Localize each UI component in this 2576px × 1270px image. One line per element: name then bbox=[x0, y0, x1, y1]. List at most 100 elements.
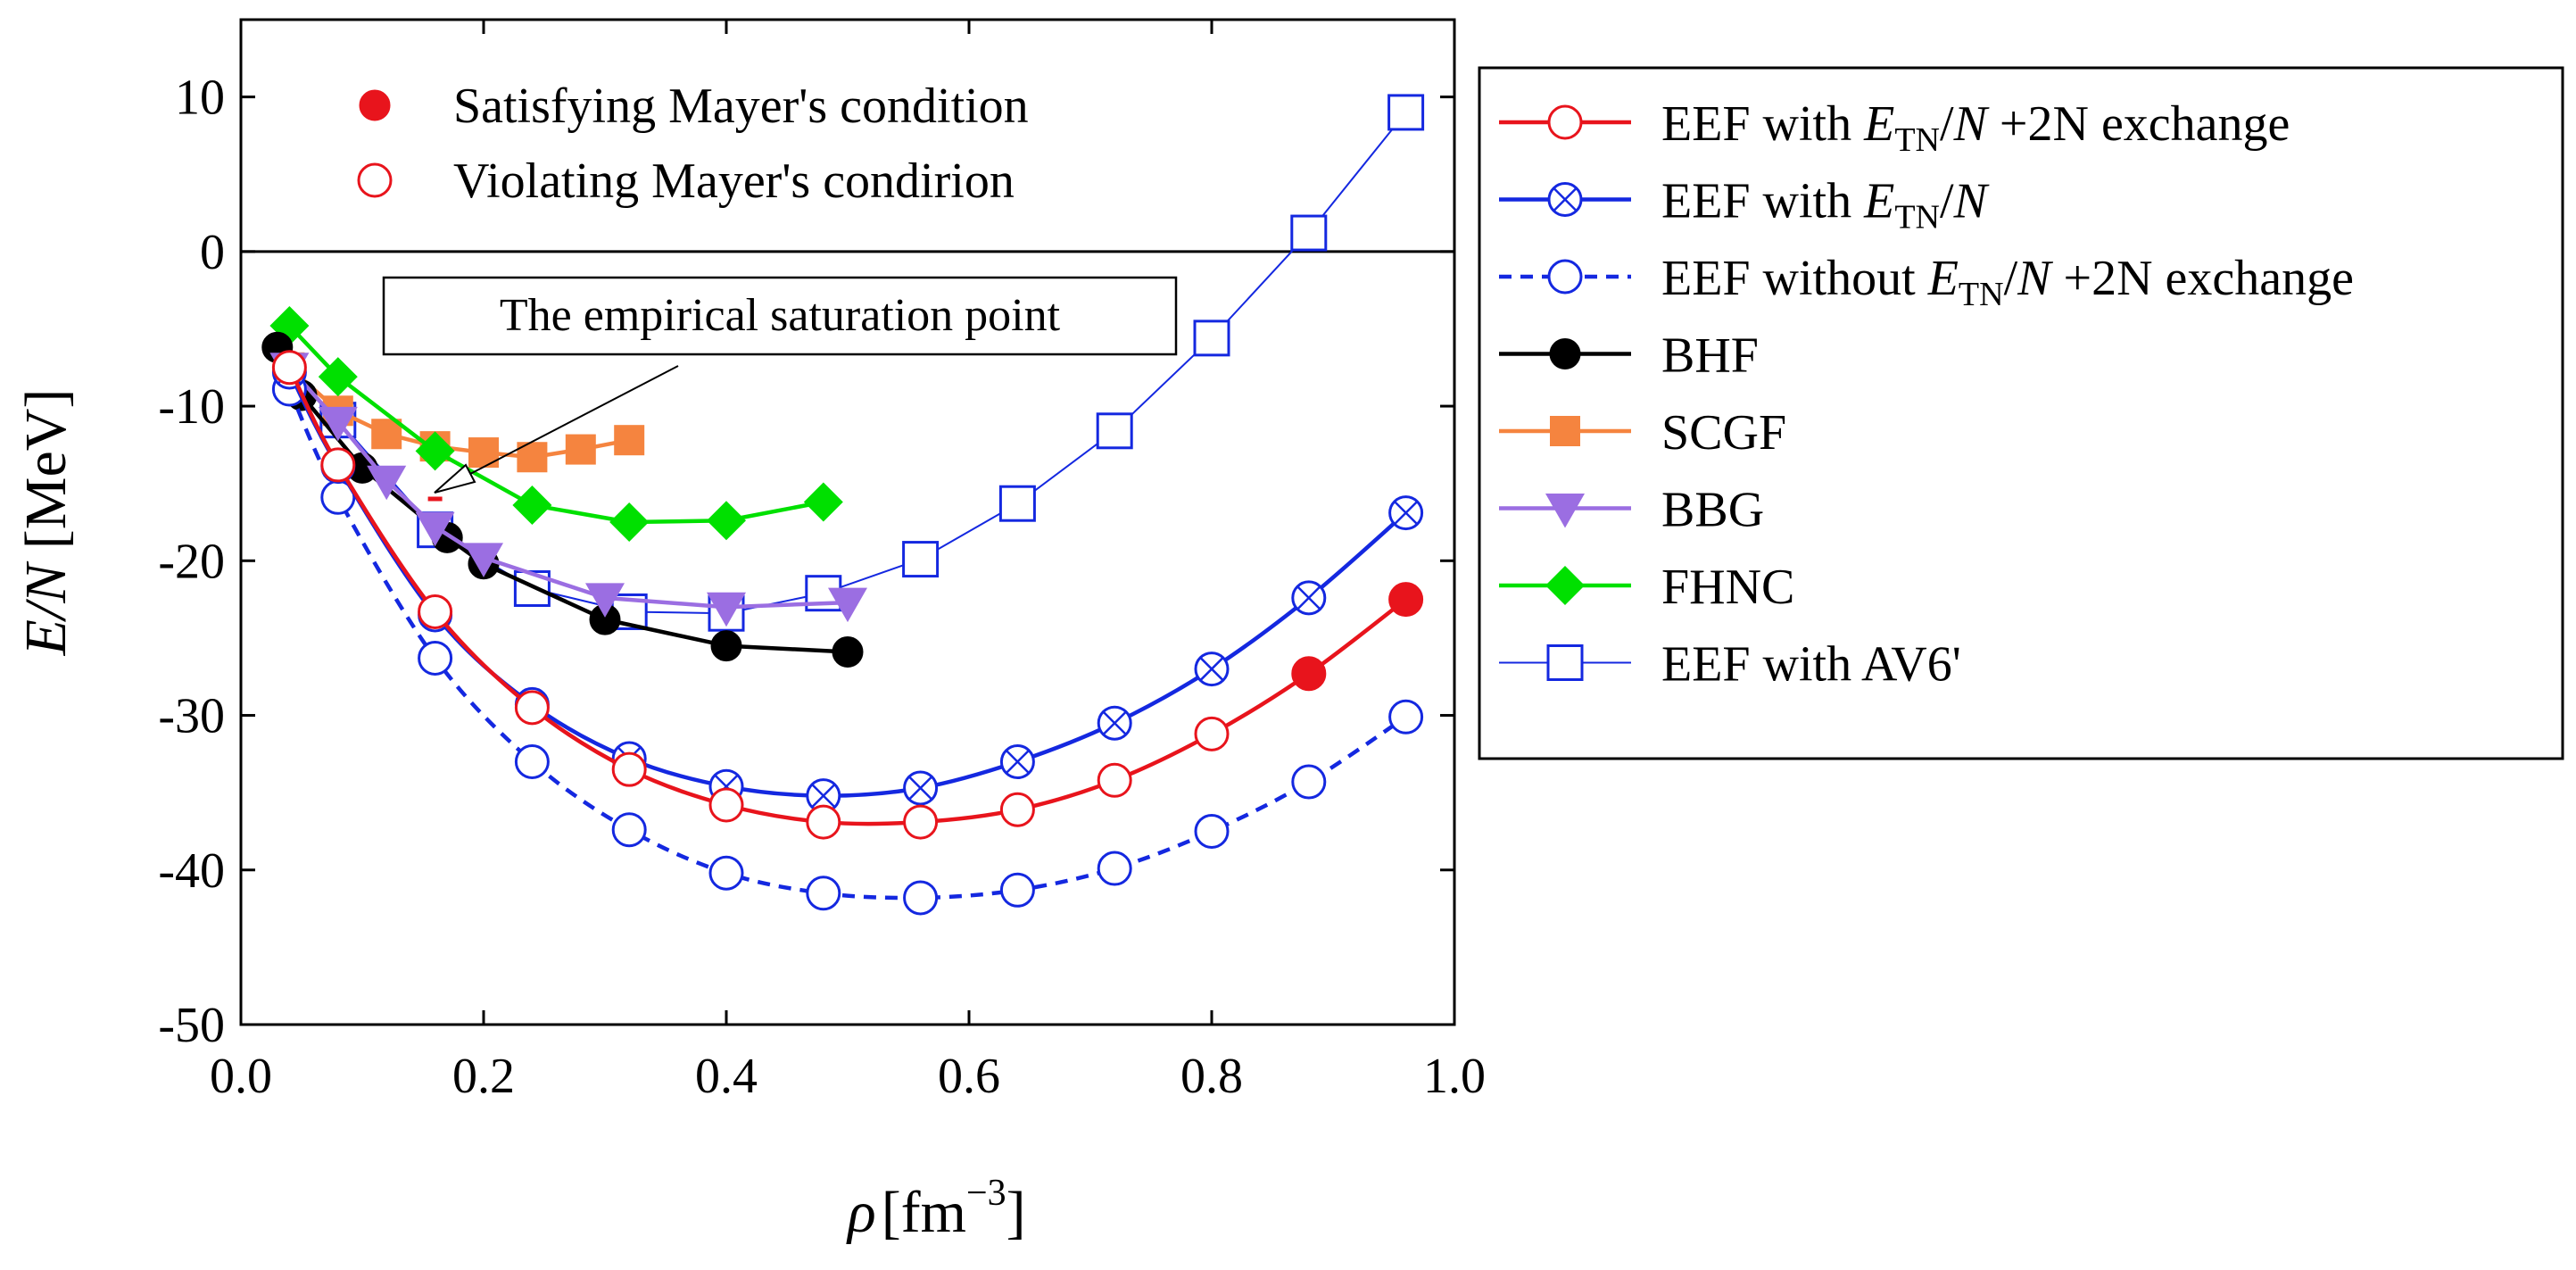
open-square-marker bbox=[1546, 644, 1584, 681]
y-tick-label: -20 bbox=[158, 534, 225, 589]
legend-label: EEF with ETN/N +2N exchange bbox=[1661, 96, 2290, 159]
series-line bbox=[275, 346, 849, 654]
annotation-arrowhead bbox=[434, 463, 476, 494]
open-circle-marker bbox=[1547, 259, 1583, 295]
filled-square-marker bbox=[468, 437, 499, 469]
circle-x-marker bbox=[1388, 495, 1424, 531]
annotation-label: The empirical saturation point bbox=[500, 290, 1061, 341]
legend-label: EEF with ETN/N bbox=[1661, 174, 1990, 237]
mayer-legend: Satisfying Mayer's condition Violating Ma… bbox=[357, 79, 1029, 209]
svg-text:ρ[fm−3]: ρ[fm−3] bbox=[846, 1173, 1026, 1245]
y-axis-title-unit: [MeV] bbox=[13, 389, 79, 564]
filled-circle-marker bbox=[1549, 338, 1581, 369]
y-tick-label: -30 bbox=[158, 689, 225, 744]
saturation-annotation: The empirical saturation point bbox=[382, 276, 1178, 502]
open-circle-marker bbox=[514, 744, 550, 780]
x-tick-label: 1.0 bbox=[1423, 1049, 1486, 1104]
y-axis-title-var: E/N bbox=[13, 560, 79, 657]
y-tick-label: -40 bbox=[158, 843, 225, 899]
open-square-marker bbox=[1096, 412, 1133, 450]
x-axis-title-unit: [fm bbox=[882, 1180, 966, 1245]
y-tick-label: -10 bbox=[158, 379, 225, 435]
open-circle-marker bbox=[903, 880, 939, 916]
open-circle-marker bbox=[806, 876, 841, 911]
marker-cross bbox=[1394, 501, 1418, 525]
open-circle-marker bbox=[357, 162, 393, 198]
open-circle-marker bbox=[708, 855, 744, 891]
legend-label: FHNC bbox=[1661, 560, 1794, 615]
y-tick-label: -50 bbox=[158, 998, 225, 1053]
filled-circle-marker bbox=[710, 630, 742, 662]
marker-cross bbox=[1296, 585, 1321, 610]
x-axis-title-symbol: ρ bbox=[846, 1180, 876, 1245]
open-square-marker bbox=[902, 541, 940, 578]
filled-square-marker bbox=[614, 425, 645, 456]
filled-diamond-marker bbox=[803, 482, 843, 522]
filled-square-marker bbox=[1550, 416, 1580, 446]
x-tick-label: 0.4 bbox=[695, 1049, 758, 1104]
open-circle-marker bbox=[1194, 813, 1230, 849]
series-line bbox=[287, 388, 1407, 901]
legend-label: BBG bbox=[1661, 483, 1764, 538]
filled-square-marker bbox=[565, 434, 596, 465]
y-tick-label: 10 bbox=[175, 71, 225, 126]
open-circle-marker bbox=[320, 447, 356, 483]
filled-diamond-marker bbox=[512, 485, 552, 525]
filled-triangle-marker bbox=[707, 592, 746, 627]
open-circle-marker bbox=[418, 593, 453, 629]
filled-diamond-marker bbox=[318, 357, 358, 397]
x-axis: 0.0 0.2 0.4 0.6 0.8 1.0 bbox=[210, 20, 1486, 1104]
filled-triangle-marker bbox=[828, 587, 867, 623]
series-layer bbox=[261, 94, 1425, 916]
annotation-box bbox=[382, 276, 1178, 356]
legend-label: EEF without ETN/N +2N exchange bbox=[1661, 251, 2354, 313]
open-circle-marker bbox=[1388, 699, 1424, 735]
x-tick-label: 0.0 bbox=[210, 1049, 272, 1104]
marker-cross bbox=[1006, 750, 1030, 774]
open-circle-marker bbox=[1291, 764, 1327, 800]
open-circle-marker bbox=[903, 804, 939, 840]
x-axis-title-close: ] bbox=[1006, 1180, 1026, 1245]
mayer-legend-label: Satisfying Mayer's condition bbox=[453, 79, 1029, 134]
circle-x-marker bbox=[903, 770, 939, 806]
filled-triangle-marker bbox=[464, 543, 503, 577]
open-circle-marker bbox=[514, 690, 550, 726]
filled-circle-marker bbox=[359, 89, 391, 121]
filled-circle-marker bbox=[1388, 582, 1424, 618]
marker-cross bbox=[811, 784, 836, 809]
open-circle-marker bbox=[611, 751, 647, 787]
marker-cross bbox=[908, 776, 932, 801]
filled-triangle-marker bbox=[318, 406, 358, 442]
open-square-marker bbox=[998, 485, 1036, 522]
open-circle-marker bbox=[1097, 851, 1132, 886]
open-square-marker bbox=[1193, 320, 1230, 357]
open-square-marker bbox=[1387, 94, 1425, 131]
open-circle-marker bbox=[418, 640, 453, 676]
legend-label: SCGF bbox=[1661, 405, 1786, 461]
open-circle-marker bbox=[806, 804, 841, 840]
annotation-arrow bbox=[445, 365, 679, 487]
open-circle-marker bbox=[708, 787, 744, 823]
y-axis: 10 0 -10 -20 -30 -40 -50 bbox=[158, 71, 1454, 1053]
y-axis-title: E/N [MeV] bbox=[13, 389, 79, 657]
filled-triangle-marker bbox=[585, 583, 625, 618]
filled-diamond-marker bbox=[707, 501, 746, 541]
open-circle-marker bbox=[999, 872, 1035, 908]
x-axis-title-exp: −3 bbox=[966, 1173, 1006, 1214]
series-line bbox=[287, 366, 849, 610]
mayer-legend-label: Violating Mayer's condirion bbox=[453, 154, 1015, 209]
marker-cross bbox=[1199, 657, 1224, 681]
x-axis-title: ρ[fm−3] bbox=[846, 1173, 1026, 1245]
marker-cross bbox=[1553, 187, 1578, 212]
y-tick-label: 0 bbox=[200, 225, 225, 280]
x-tick-label: 0.2 bbox=[452, 1049, 515, 1104]
series-eef-with-etn-n-2n-exchange bbox=[271, 350, 1424, 840]
legend: EEF with ETN/N +2N exchange EEF with ETN/… bbox=[1499, 96, 2354, 693]
svg-text:E/N [MeV]: E/N [MeV] bbox=[13, 389, 79, 657]
filled-diamond-marker bbox=[1545, 566, 1585, 605]
filled-circle-marker bbox=[832, 636, 864, 668]
x-tick-label: 0.6 bbox=[938, 1049, 1000, 1104]
series-eef-without-etn-n-2n-exchange bbox=[271, 371, 1424, 916]
circle-x-marker bbox=[1547, 182, 1583, 217]
